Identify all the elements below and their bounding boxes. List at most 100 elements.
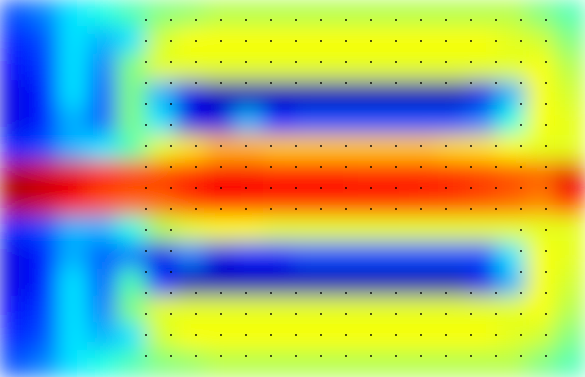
sample-dot <box>470 187 472 189</box>
heat-cell <box>497 350 527 377</box>
sample-dot <box>245 292 247 294</box>
sample-dot <box>245 187 247 189</box>
heat-cell <box>87 215 117 243</box>
heat-cell <box>204 80 234 108</box>
sample-dot <box>545 124 547 126</box>
heat-cell <box>321 215 351 243</box>
sample-dot <box>495 334 497 336</box>
heat-cell <box>292 350 322 377</box>
sample-dot <box>145 355 147 357</box>
heat-cell <box>175 350 205 377</box>
heat-cell <box>526 0 556 27</box>
sample-dot <box>495 187 497 189</box>
heat-cell <box>263 350 293 377</box>
sample-dot <box>145 250 147 252</box>
sample-dot <box>495 292 497 294</box>
heat-cell <box>497 269 527 297</box>
heat-cell <box>351 107 381 135</box>
heat-cell <box>555 269 585 297</box>
heat-cell <box>234 323 264 351</box>
heat-cell <box>468 80 498 108</box>
sample-dot <box>270 208 272 210</box>
sample-dot <box>195 40 197 42</box>
sample-dot <box>370 40 372 42</box>
sample-dot <box>320 208 322 210</box>
heat-cell <box>58 0 88 27</box>
heat-cell <box>234 242 264 270</box>
sample-dot <box>520 40 522 42</box>
heat-cell <box>87 53 117 81</box>
sample-dot <box>270 82 272 84</box>
heat-cell <box>409 269 439 297</box>
heat-cell <box>555 80 585 108</box>
heat-cell <box>380 134 410 162</box>
sample-dot <box>370 145 372 147</box>
sample-dot <box>445 166 447 168</box>
sample-dot <box>170 271 172 273</box>
sample-dot <box>145 313 147 315</box>
heat-cell <box>175 269 205 297</box>
heat-cell <box>380 269 410 297</box>
sample-dot <box>520 19 522 21</box>
sample-dot <box>220 208 222 210</box>
sample-dot <box>545 271 547 273</box>
heat-cell <box>351 269 381 297</box>
heat-cell <box>234 215 264 243</box>
heat-cell <box>146 53 176 81</box>
heat-cell <box>0 323 30 351</box>
heat-cell <box>204 269 234 297</box>
sample-dot <box>370 187 372 189</box>
heat-cell <box>526 215 556 243</box>
sample-dot <box>195 208 197 210</box>
heat-cell <box>438 134 468 162</box>
heat-cell <box>321 53 351 81</box>
heat-cell <box>292 215 322 243</box>
heat-cell <box>438 215 468 243</box>
heat-cell <box>321 161 351 189</box>
sample-dot <box>345 355 347 357</box>
sample-dot <box>270 292 272 294</box>
heat-cell <box>321 269 351 297</box>
heat-cell <box>555 242 585 270</box>
heat-cell <box>117 269 147 297</box>
heat-cell <box>497 26 527 54</box>
heat-cell <box>0 296 30 324</box>
sample-dot <box>320 355 322 357</box>
heat-cell <box>468 350 498 377</box>
sample-dot <box>195 334 197 336</box>
heat-cell <box>29 323 59 351</box>
heat-cell <box>58 215 88 243</box>
sample-dot <box>220 61 222 63</box>
sample-dot <box>345 187 347 189</box>
heat-cell <box>58 242 88 270</box>
sample-dot <box>470 292 472 294</box>
sample-dot <box>345 19 347 21</box>
heat-cell <box>380 161 410 189</box>
heat-cell <box>351 161 381 189</box>
heat-cell <box>117 0 147 27</box>
sample-dot <box>470 355 472 357</box>
heat-cell <box>526 323 556 351</box>
sample-dot <box>445 355 447 357</box>
sample-dot <box>520 313 522 315</box>
sample-dot <box>245 355 247 357</box>
heat-cell <box>497 53 527 81</box>
heat-cell <box>58 53 88 81</box>
heat-cell <box>468 296 498 324</box>
heat-cell <box>526 242 556 270</box>
sample-dot <box>195 292 197 294</box>
sample-dot <box>545 145 547 147</box>
heat-cell <box>321 242 351 270</box>
heat-cell <box>234 296 264 324</box>
heatmap <box>0 0 585 377</box>
heat-cell <box>146 188 176 216</box>
sample-dot <box>545 208 547 210</box>
heat-cell <box>555 323 585 351</box>
heat-cell <box>146 26 176 54</box>
heat-cell <box>497 161 527 189</box>
sample-dot <box>170 229 172 231</box>
heat-cell <box>175 53 205 81</box>
heat-cell <box>526 296 556 324</box>
sample-dot <box>420 292 422 294</box>
sample-dot <box>220 40 222 42</box>
